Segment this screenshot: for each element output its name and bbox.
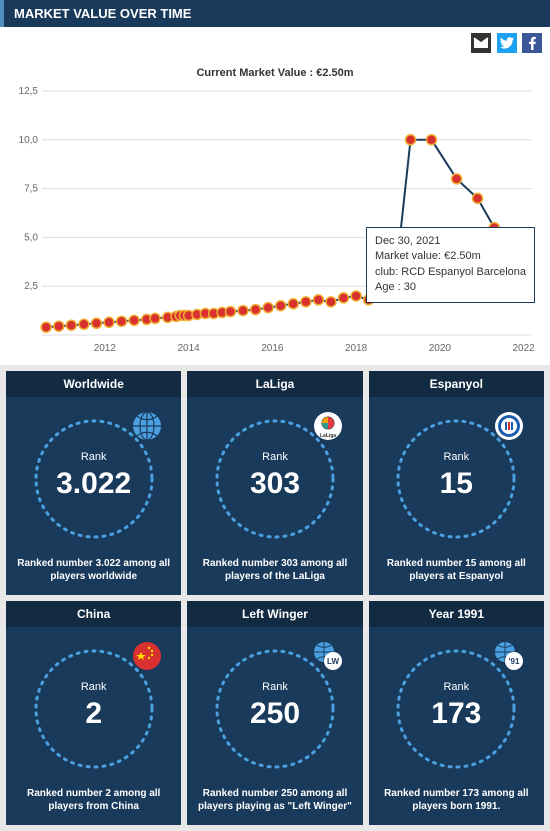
chart-tooltip: Dec 30, 2021Market value: €2.50mclub: RC… bbox=[366, 227, 535, 303]
card-badge-icon bbox=[132, 411, 162, 441]
facebook-icon[interactable] bbox=[522, 33, 542, 53]
mail-icon[interactable] bbox=[471, 33, 491, 53]
chart-holder: 2,5 5,0 7,5 10,0 12,5 2012 2014 2016 2018 2020 202… bbox=[8, 87, 542, 357]
market-value-chart[interactable]: 2,5 5,0 7,5 10,0 12,5 2012 2014 2016 2018 2020 202… bbox=[8, 87, 542, 357]
svg-text:7,5: 7,5 bbox=[24, 184, 38, 195]
svg-text:2016: 2016 bbox=[261, 343, 284, 354]
svg-text:LaLiga: LaLiga bbox=[320, 433, 336, 439]
card-badge-icon bbox=[494, 411, 524, 441]
svg-text:10,0: 10,0 bbox=[19, 135, 39, 146]
svg-text:2020: 2020 bbox=[429, 343, 452, 354]
section-header: MARKET VALUE OVER TIME bbox=[0, 0, 550, 27]
card-caption: Ranked number 250 among all players play… bbox=[187, 787, 362, 813]
card-badge-icon bbox=[132, 641, 162, 671]
svg-text:LW: LW bbox=[327, 657, 339, 666]
rank-ring: Rank 2 bbox=[24, 639, 164, 779]
rank-card[interactable]: China Rank 2 Ranked number 2 among all p… bbox=[6, 601, 181, 825]
rank-card[interactable]: Espanyol Rank 15 Ranked number 15 among … bbox=[369, 371, 544, 595]
card-caption: Ranked number 3.022 among all players wo… bbox=[6, 557, 181, 583]
svg-text:2014: 2014 bbox=[177, 343, 200, 354]
svg-text:'91: '91 bbox=[509, 657, 520, 666]
svg-text:2,5: 2,5 bbox=[24, 281, 38, 292]
svg-text:2022: 2022 bbox=[512, 343, 535, 354]
rank-ring: Rank 3.022 bbox=[24, 409, 164, 549]
twitter-icon[interactable] bbox=[497, 33, 517, 53]
svg-text:2018: 2018 bbox=[345, 343, 368, 354]
rank-card[interactable]: Worldwide Rank 3.022 Ranked number 3.022… bbox=[6, 371, 181, 595]
card-caption: Ranked number 15 among all players at Es… bbox=[369, 557, 544, 583]
card-badge-icon: '91 bbox=[494, 641, 524, 671]
svg-text:12,5: 12,5 bbox=[19, 87, 39, 97]
section-title: MARKET VALUE OVER TIME bbox=[14, 6, 191, 21]
rank-card[interactable]: Left Winger Rank 250 LW Ranked number 25… bbox=[187, 601, 362, 825]
rank-ring: Rank 173 '91 bbox=[386, 639, 526, 779]
chart-panel: Current Market Value : €2.50m 2,5 5,0 7,5 1… bbox=[0, 59, 550, 365]
card-badge-icon: LW bbox=[313, 641, 343, 671]
card-caption: Ranked number 303 among all players of t… bbox=[187, 557, 362, 583]
rank-ring: Rank 15 bbox=[386, 409, 526, 549]
rank-cards-grid: Worldwide Rank 3.022 Ranked number 3.022… bbox=[0, 365, 550, 831]
card-caption: Ranked number 173 among all players born… bbox=[369, 787, 544, 813]
share-bar bbox=[0, 27, 550, 59]
rank-card[interactable]: Year 1991 Rank 173 '91 Ranked number 173… bbox=[369, 601, 544, 825]
card-caption: Ranked number 2 among all players from C… bbox=[6, 787, 181, 813]
svg-text:2012: 2012 bbox=[94, 343, 117, 354]
chart-title: Current Market Value : €2.50m bbox=[8, 63, 542, 87]
svg-text:5,0: 5,0 bbox=[24, 232, 38, 243]
rank-ring: Rank 303 LaLiga bbox=[205, 409, 345, 549]
rank-card[interactable]: LaLiga Rank 303 LaLiga Ranked number 303… bbox=[187, 371, 362, 595]
card-badge-icon: LaLiga bbox=[313, 411, 343, 441]
rank-ring: Rank 250 LW bbox=[205, 639, 345, 779]
